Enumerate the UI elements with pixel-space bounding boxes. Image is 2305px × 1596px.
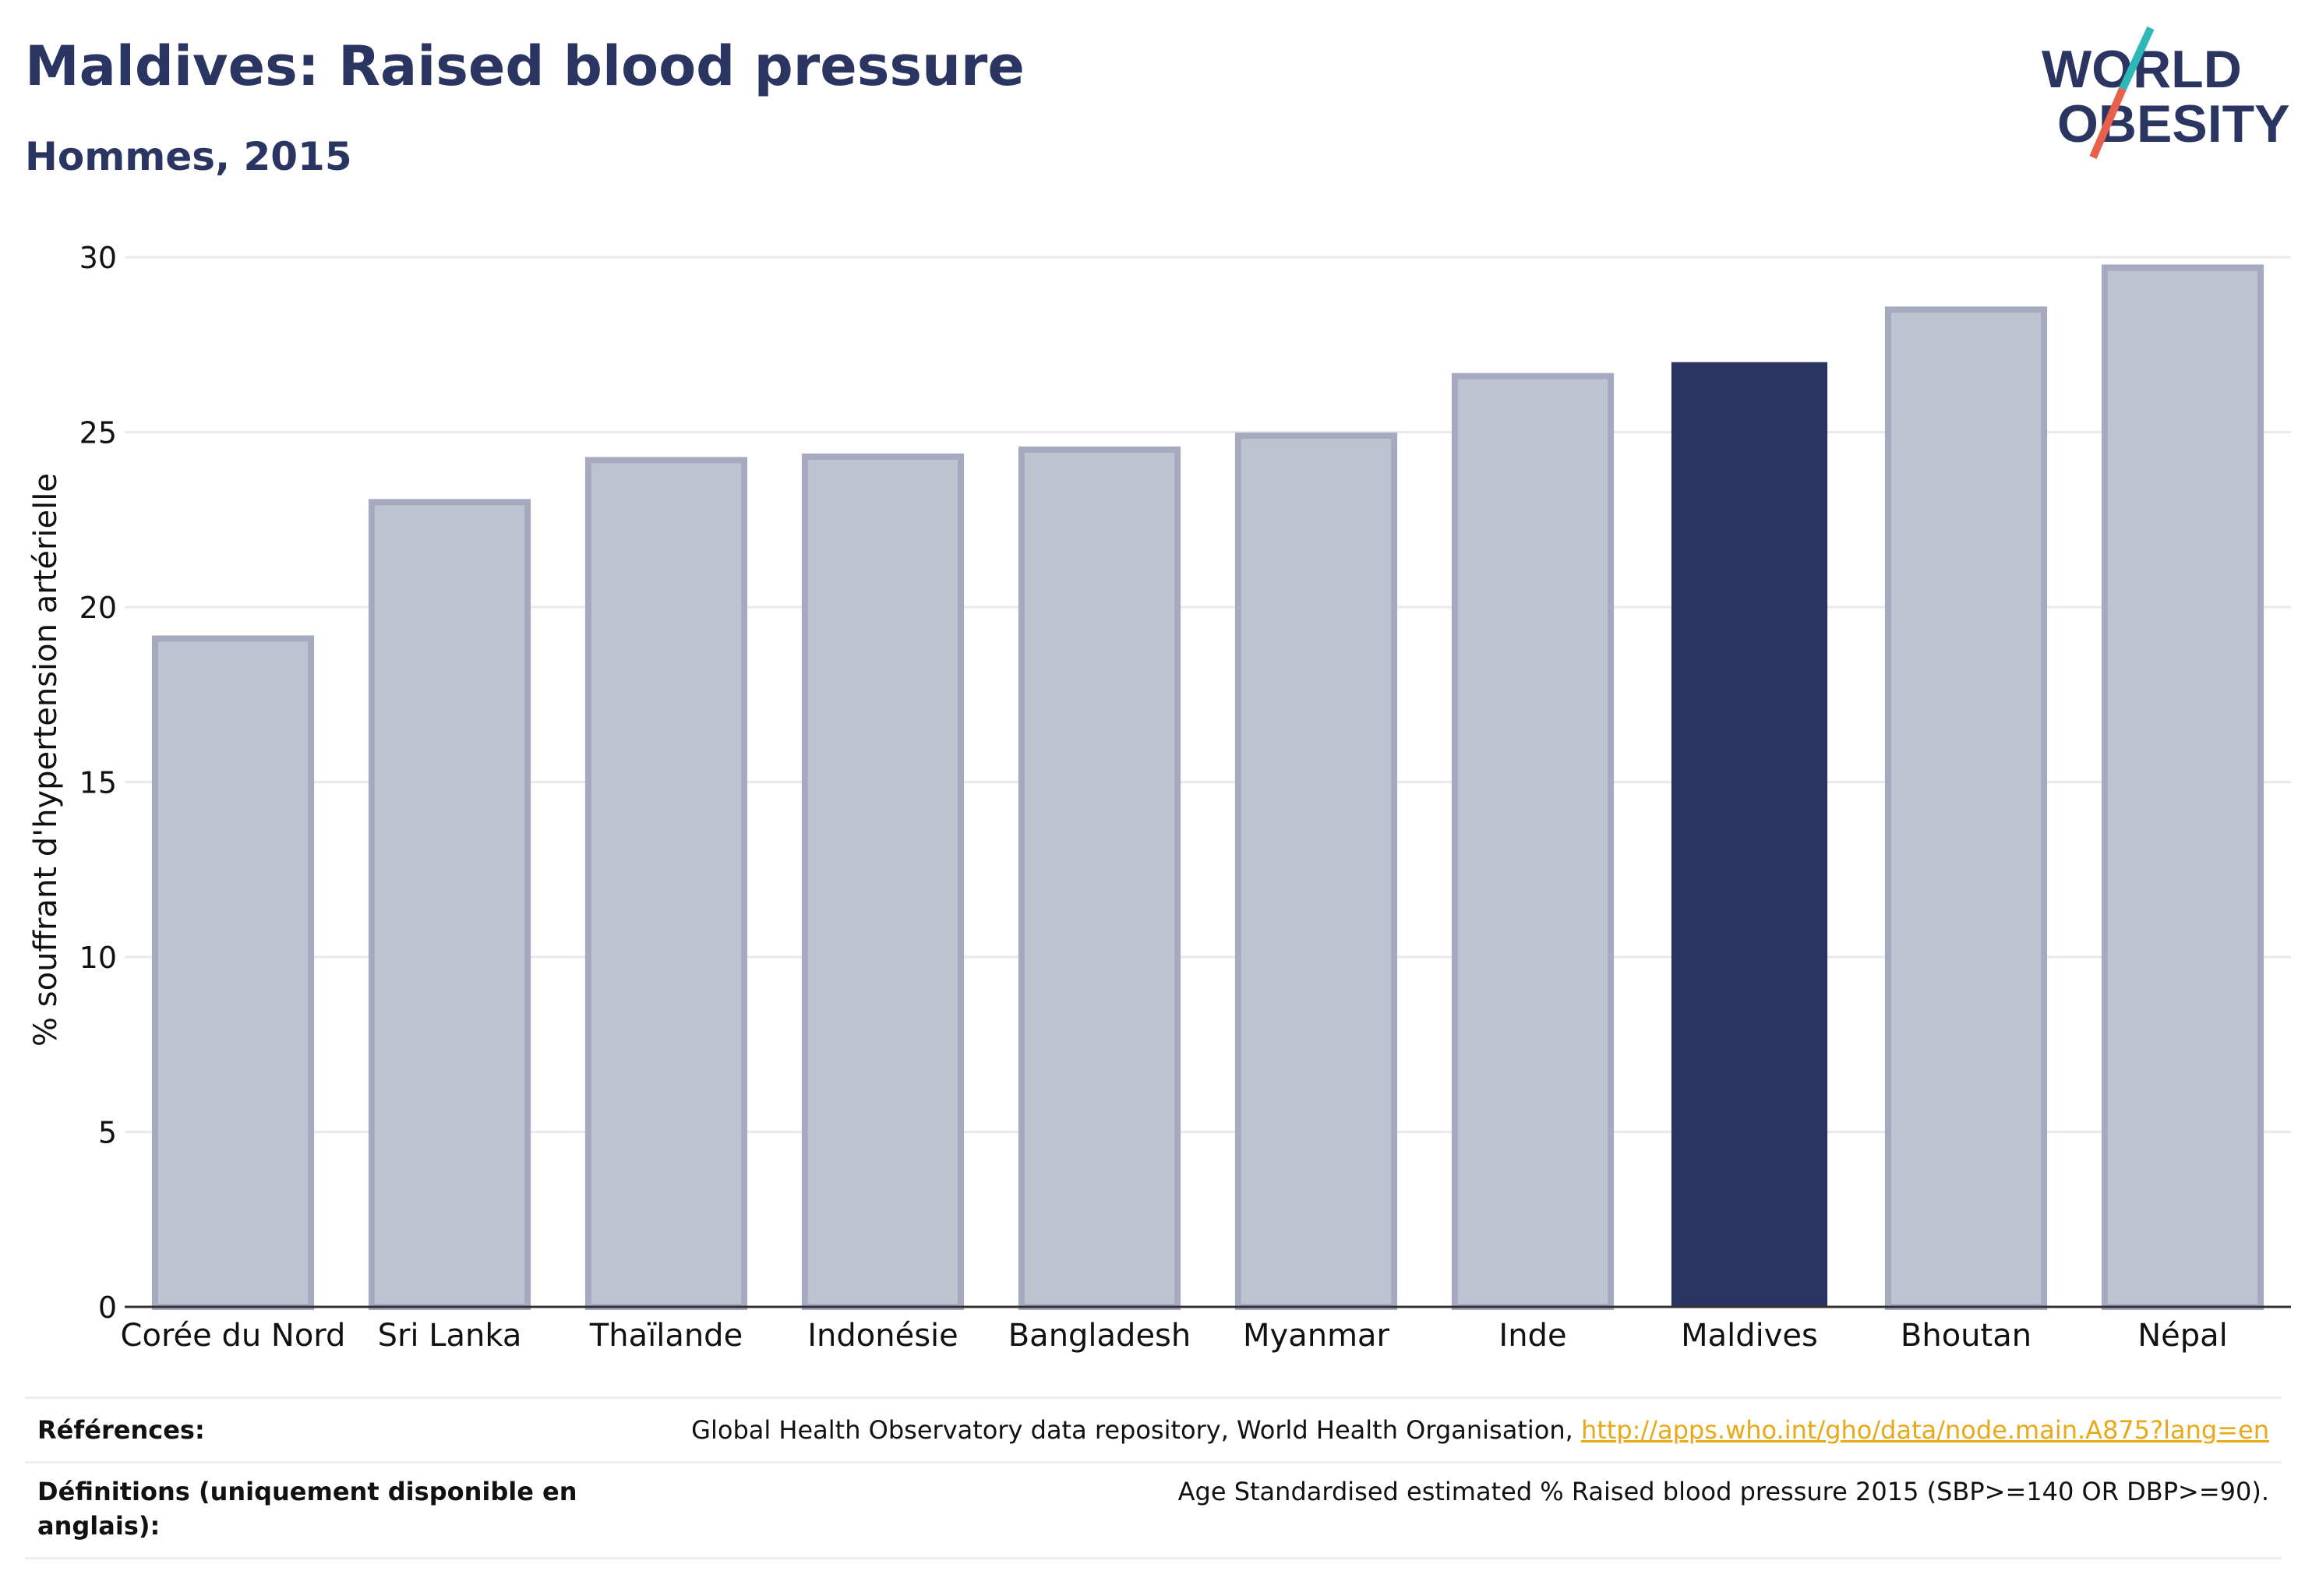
- y-tick-label: 15: [79, 766, 117, 800]
- bars: [151, 264, 2264, 1311]
- logo-slash-top: [2119, 26, 2155, 91]
- x-tick-label: Maldives: [1681, 1318, 1818, 1354]
- axes: 0 5 10 15 20 25 30 Corée du Nord Sri Lanka Thaïla…: [79, 241, 2291, 1354]
- definitions-row: Définitions (uniquement disponible en ang…: [25, 1461, 2282, 1559]
- bar-maldives: [1671, 362, 1828, 1308]
- y-tick-label: 10: [79, 941, 117, 975]
- y-tick-label: 0: [98, 1291, 117, 1325]
- x-tick-label: Bhoutan: [1901, 1318, 2031, 1354]
- x-tick-label: Népal: [2137, 1318, 2228, 1354]
- bar-inde: [1451, 373, 1615, 1310]
- bar-indon-sie: [801, 453, 965, 1310]
- y-tick-label: 20: [79, 591, 117, 625]
- x-tick-label: Corée du Nord: [121, 1318, 346, 1354]
- references-row: Références: Global Health Observatory da…: [25, 1396, 2282, 1461]
- y-axis-label: % souffrant d'hypertension artérielle: [28, 473, 64, 1047]
- page-title: Maldives: Raised blood pressure: [25, 34, 1025, 98]
- x-tick-label: Bangladesh: [1008, 1318, 1191, 1354]
- x-tick-label: Sri Lanka: [378, 1318, 522, 1354]
- references-link[interactable]: http://apps.who.int/gho/data/node.main.A…: [1580, 1415, 2269, 1445]
- bar-bangladesh: [1018, 446, 1181, 1311]
- definitions-value: Age Standardised estimated % Raised bloo…: [1177, 1477, 2269, 1506]
- x-tick-label: Myanmar: [1243, 1318, 1390, 1354]
- definitions-label-line2: anglais):: [37, 1511, 161, 1541]
- y-tick-label: 30: [79, 241, 117, 275]
- definitions-label-line1: Définitions (uniquement disponible en: [37, 1477, 577, 1506]
- bar-tha-lande: [584, 457, 748, 1310]
- bar-sri-lanka: [368, 499, 531, 1310]
- bar-cor-e-du-nord: [151, 635, 315, 1310]
- x-tick-label: Thaïlande: [589, 1318, 743, 1354]
- world-obesity-logo: WORLD OBESITY: [2042, 26, 2290, 159]
- bar-n-pal: [2101, 264, 2264, 1311]
- x-tick-label: Indonésie: [807, 1318, 958, 1354]
- references-value: Global Health Observatory data repositor…: [691, 1413, 2269, 1447]
- references-text: Global Health Observatory data repositor…: [691, 1415, 1581, 1445]
- y-tick-label: 5: [98, 1116, 117, 1150]
- logo-slash-bottom: [2089, 87, 2127, 159]
- x-tick-label: Inde: [1498, 1318, 1566, 1354]
- references-table: Références: Global Health Observatory da…: [25, 1396, 2282, 1559]
- references-label: Références:: [37, 1415, 205, 1445]
- page-subtitle: Hommes, 2015: [25, 134, 352, 179]
- bar-chart: 0 5 10 15 20 25 30 Corée du Nord Sri Lanka Thaïla…: [28, 241, 2291, 1354]
- bar-bhoutan: [1884, 306, 2048, 1311]
- definitions-label: Définitions (uniquement disponible en ang…: [37, 1474, 577, 1543]
- y-tick-label: 25: [79, 416, 117, 450]
- bar-myanmar: [1234, 432, 1398, 1310]
